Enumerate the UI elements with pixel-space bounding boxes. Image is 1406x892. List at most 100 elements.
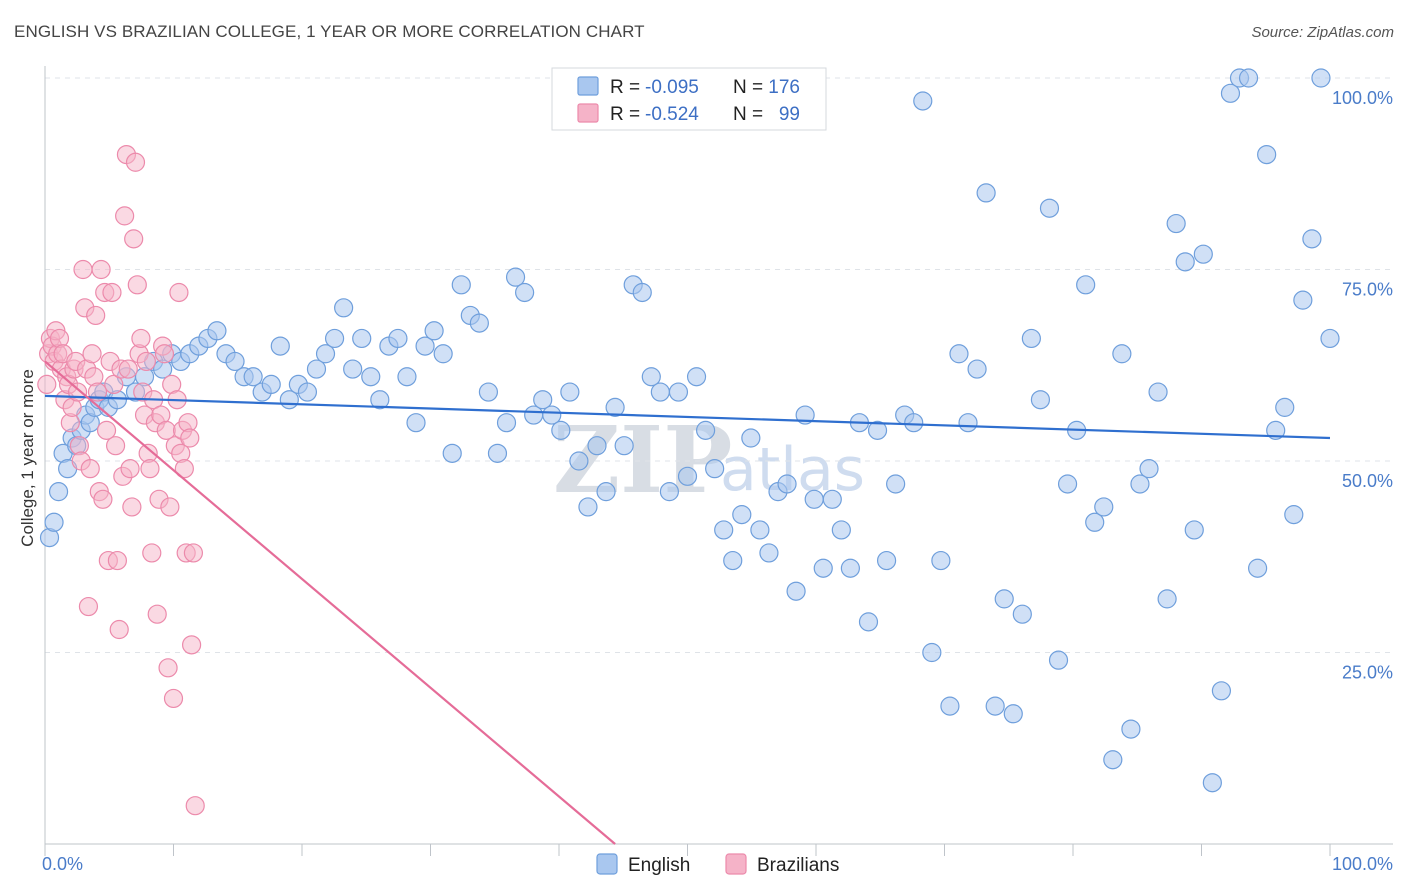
english-point bbox=[352, 328, 372, 349]
english-point bbox=[515, 282, 535, 303]
english-point bbox=[931, 550, 951, 571]
brazilians-point bbox=[104, 374, 124, 394]
english-point bbox=[261, 374, 281, 394]
english-point bbox=[1166, 213, 1186, 234]
english-point bbox=[1039, 198, 1060, 218]
brazilians-point bbox=[86, 305, 106, 326]
english-point bbox=[297, 382, 318, 402]
brazilians-n-label: N = bbox=[733, 104, 763, 125]
brazilians-point bbox=[105, 436, 126, 456]
english-point bbox=[668, 382, 689, 402]
brazilians-r-value: -0.524 bbox=[645, 104, 699, 125]
watermark-atlas: atlas bbox=[720, 435, 865, 505]
english-point bbox=[1057, 474, 1078, 494]
english-point bbox=[44, 512, 64, 532]
brazilians-point bbox=[124, 229, 144, 249]
english-n-value: 176 bbox=[768, 77, 800, 98]
english-point bbox=[334, 298, 354, 318]
english-point bbox=[315, 344, 336, 364]
english-point bbox=[1012, 604, 1032, 624]
brazilians-point bbox=[115, 206, 135, 226]
english-point bbox=[343, 359, 363, 379]
english-point bbox=[741, 428, 761, 448]
x-tick-label-0: 0.0% bbox=[42, 854, 83, 874]
english-point bbox=[1184, 520, 1204, 540]
english-point bbox=[795, 405, 815, 425]
y-tick-label-1: 75.0% bbox=[1342, 280, 1393, 300]
brazilians-point bbox=[158, 658, 178, 678]
english-point bbox=[1175, 252, 1195, 272]
stats-legend: R = -0.095 N = 176 R = -0.524 N = 99 bbox=[551, 67, 827, 131]
english-point bbox=[1085, 512, 1105, 532]
english-point bbox=[786, 581, 806, 601]
english-point bbox=[822, 489, 842, 509]
english-point bbox=[677, 466, 698, 486]
english-point bbox=[569, 451, 589, 471]
english-point bbox=[496, 413, 517, 433]
english-point bbox=[478, 382, 499, 402]
brazilians-point bbox=[183, 543, 204, 563]
english-point bbox=[424, 321, 444, 341]
english-point bbox=[1130, 474, 1150, 494]
legend-brazilians-label: Brazilians bbox=[757, 855, 839, 876]
english-point bbox=[306, 359, 327, 379]
english-point bbox=[469, 313, 489, 333]
english-point bbox=[940, 696, 960, 716]
brazilians-point bbox=[118, 359, 138, 379]
english-point bbox=[1202, 773, 1222, 793]
brazilians-point bbox=[107, 550, 127, 571]
brazilians-point bbox=[73, 259, 93, 280]
english-point bbox=[551, 420, 571, 440]
english-point bbox=[1293, 290, 1313, 310]
english-point bbox=[1220, 83, 1241, 103]
english-point bbox=[913, 91, 933, 111]
english-point bbox=[225, 351, 245, 372]
series-legend: English Brazilians bbox=[596, 853, 839, 876]
english-r-value: -0.095 bbox=[645, 77, 699, 98]
legend-english-label: English bbox=[628, 855, 690, 876]
english-trend-line bbox=[44, 394, 1331, 440]
english-point bbox=[714, 520, 734, 540]
english-r-label: R = bbox=[610, 77, 640, 98]
english-point bbox=[207, 321, 227, 341]
brazilians-trend-line bbox=[44, 360, 616, 845]
brazilians-point bbox=[180, 428, 200, 448]
english-point bbox=[370, 390, 390, 410]
brazilians-point bbox=[122, 497, 142, 517]
x-tick-label-1: 100.0% bbox=[1332, 854, 1393, 874]
brazilians-point bbox=[67, 382, 88, 402]
english-n-label: N = bbox=[733, 77, 763, 98]
english-point bbox=[1284, 505, 1304, 525]
english-point bbox=[994, 589, 1014, 609]
source-credit: Source: ZipAtlas.com bbox=[1251, 24, 1394, 41]
english-point bbox=[578, 497, 598, 517]
english-point bbox=[686, 367, 707, 387]
english-point bbox=[967, 359, 987, 379]
english-point bbox=[451, 275, 471, 295]
legend-brazilians-swatch bbox=[725, 853, 747, 875]
english-point bbox=[1103, 750, 1123, 770]
english-point bbox=[1003, 704, 1023, 724]
english-point bbox=[1311, 68, 1331, 88]
english-swatch bbox=[577, 76, 599, 96]
english-point bbox=[415, 336, 435, 356]
english-point bbox=[804, 489, 824, 509]
english-point bbox=[732, 505, 752, 525]
english-point bbox=[406, 413, 426, 433]
brazilians-point bbox=[78, 596, 99, 617]
english-point bbox=[596, 482, 616, 502]
brazilians-point bbox=[80, 459, 100, 479]
brazilians-point bbox=[93, 489, 113, 509]
english-point bbox=[243, 367, 263, 387]
brazilians-point bbox=[163, 688, 184, 709]
english-point bbox=[1238, 68, 1259, 88]
y-axis-label: College, 1 year or more bbox=[18, 369, 37, 547]
brazilians-point bbox=[37, 374, 57, 394]
english-point bbox=[1094, 497, 1114, 517]
axes bbox=[44, 66, 1393, 856]
english-point bbox=[695, 420, 716, 440]
brazilians-point bbox=[91, 259, 111, 280]
trend-lines bbox=[44, 360, 1331, 845]
brazilians-point bbox=[160, 497, 180, 517]
brazilians-point bbox=[96, 420, 117, 440]
